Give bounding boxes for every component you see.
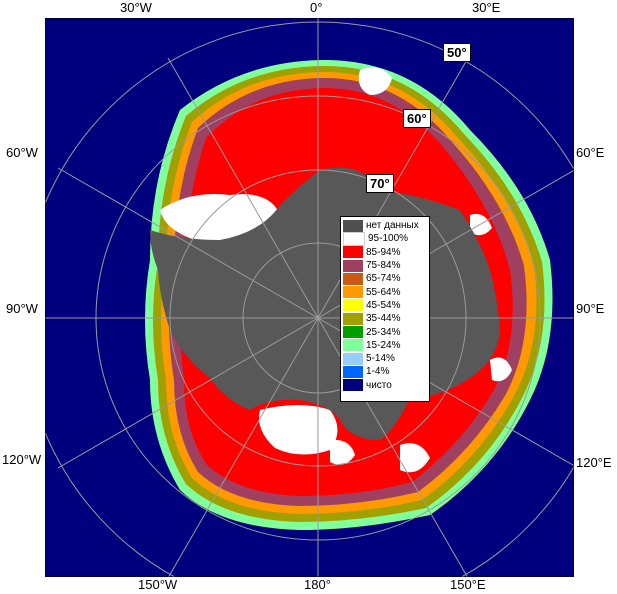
legend-swatch bbox=[343, 259, 363, 272]
legend-item: 65-74% bbox=[343, 272, 427, 285]
lon-label-0: 0° bbox=[310, 0, 323, 15]
legend-item: 35-44% bbox=[343, 312, 427, 325]
legend-item: 95-100% bbox=[343, 231, 427, 246]
legend-swatch bbox=[343, 272, 363, 285]
legend-label: 25-34% bbox=[366, 326, 401, 338]
legend-label: 55-64% bbox=[366, 286, 401, 298]
legend-label: 75-84% bbox=[366, 260, 401, 272]
lon-label-60e: 60°E bbox=[576, 145, 605, 160]
legend-item: 85-94% bbox=[343, 246, 427, 259]
legend-swatch bbox=[343, 339, 363, 352]
legend-swatch bbox=[343, 312, 363, 325]
legend-swatch bbox=[343, 326, 363, 339]
legend-item: 75-84% bbox=[343, 259, 427, 272]
legend-swatch bbox=[343, 286, 363, 299]
lat-label-70: 70° bbox=[366, 174, 394, 193]
lon-label-120w: 120°W bbox=[2, 452, 42, 467]
legend-item: 25-34% bbox=[343, 325, 427, 339]
legend-swatch bbox=[343, 219, 363, 232]
legend-label: 45-54% bbox=[366, 299, 401, 311]
lon-label-30w: 30°W bbox=[120, 0, 152, 15]
legend-label: чисто bbox=[366, 379, 392, 391]
legend-item: 55-64% bbox=[343, 285, 427, 299]
legend-label: 15-24% bbox=[366, 339, 401, 351]
lon-label-180: 180° bbox=[304, 577, 331, 592]
legend-swatch bbox=[343, 246, 363, 259]
legend-item: 45-54% bbox=[343, 299, 427, 312]
lon-label-30e: 30°E bbox=[472, 0, 501, 15]
legend-label: 85-94% bbox=[366, 246, 401, 258]
legend-item: 15-24% bbox=[343, 339, 427, 352]
legend-item: нет данных bbox=[343, 219, 427, 232]
legend-swatch bbox=[343, 231, 365, 246]
legend-label: 95-100% bbox=[368, 233, 409, 245]
legend-item: чисто bbox=[343, 379, 427, 392]
lat-label-60: 60° bbox=[403, 109, 431, 128]
legend-item: 5-14% bbox=[343, 352, 427, 365]
legend-swatch bbox=[343, 299, 363, 312]
lon-label-150e: 150°E bbox=[450, 577, 486, 592]
legend-label: 5-14% bbox=[366, 353, 395, 365]
sea-ice-map bbox=[45, 18, 574, 577]
legend-label: 35-44% bbox=[366, 313, 401, 325]
legend-label: 1-4% bbox=[366, 366, 390, 378]
lon-label-120e: 120°E bbox=[576, 455, 612, 470]
legend-swatch bbox=[343, 365, 363, 378]
legend-item: 1-4% bbox=[343, 365, 427, 378]
map-legend: нет данных 95-100% 85-94% 75-84% 65-74% 55-64… bbox=[340, 216, 430, 402]
lon-label-60w: 60°W bbox=[6, 145, 38, 160]
lat-label-50: 50° bbox=[443, 43, 471, 62]
legend-label: нет данных bbox=[366, 220, 419, 232]
legend-label: 65-74% bbox=[366, 273, 401, 285]
lon-label-90e: 90°E bbox=[576, 301, 605, 316]
legend-swatch bbox=[343, 379, 363, 392]
legend-swatch bbox=[343, 352, 363, 365]
graticule bbox=[45, 18, 574, 577]
lon-label-150w: 150°W bbox=[138, 577, 178, 592]
lon-label-90w: 90°W bbox=[6, 301, 38, 316]
